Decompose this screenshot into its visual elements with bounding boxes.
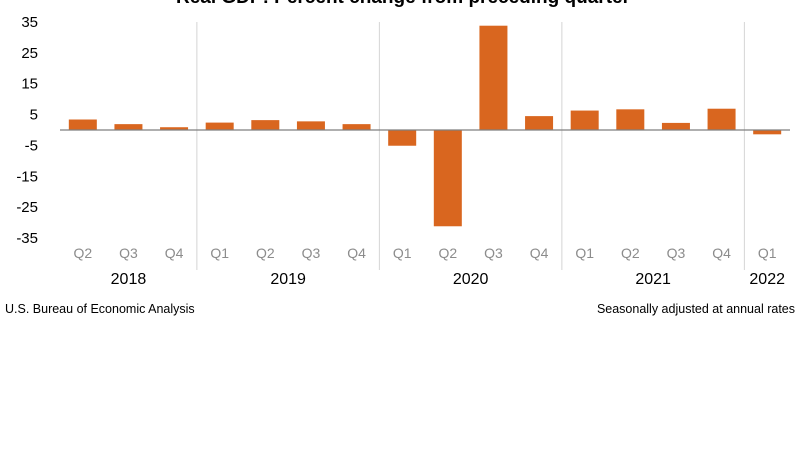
bar-q1-3 bbox=[205, 122, 234, 130]
x-axis-ticks: Q2 Q3 Q4 Q1 Q2 Q3 Q4 Q1 Q2 Q3 Q4 Q1 Q2 Q3 Q4 Q1 bbox=[73, 245, 776, 261]
year-label-2021: 2021 bbox=[635, 271, 671, 288]
bar-q2-4 bbox=[251, 120, 280, 130]
bar-q4-14 bbox=[707, 108, 736, 130]
y-tick-label: 35 bbox=[21, 14, 38, 31]
source-note: U.S. Bureau of Economic Analysis bbox=[5, 302, 195, 316]
year-label-2022: 2022 bbox=[749, 271, 785, 288]
chart-svg: Real GDP: Percent change from preceding … bbox=[16, 0, 790, 288]
x-tick-label: Q1 bbox=[210, 245, 229, 261]
x-tick-label: Q1 bbox=[758, 245, 777, 261]
bar-q2-0 bbox=[68, 119, 97, 130]
x-tick-label: Q3 bbox=[484, 245, 503, 261]
year-labels: 2018 2019 2020 2021 2022 bbox=[111, 271, 785, 288]
bar-q3-5 bbox=[296, 121, 325, 130]
x-tick-label: Q1 bbox=[575, 245, 594, 261]
x-tick-label: Q2 bbox=[621, 245, 640, 261]
bar-q1-11 bbox=[570, 110, 599, 130]
x-tick-label: Q3 bbox=[667, 245, 686, 261]
x-tick-label: Q2 bbox=[438, 245, 457, 261]
x-tick-label: Q3 bbox=[119, 245, 138, 261]
y-axis-ticks: 35 25 15 5 -5 -15 -25 -35 bbox=[16, 14, 38, 247]
bar-q3-1 bbox=[114, 124, 143, 130]
y-tick-label: 5 bbox=[30, 107, 38, 124]
y-tick-label: -35 bbox=[16, 230, 38, 247]
x-tick-label: Q4 bbox=[712, 245, 731, 261]
bar-q4-2 bbox=[160, 127, 189, 130]
bar-q2-8 bbox=[433, 130, 462, 227]
y-tick-label: -25 bbox=[16, 199, 38, 216]
y-tick-label: -5 bbox=[25, 137, 38, 154]
seasonal-adjustment-note: Seasonally adjusted at annual rates bbox=[596, 302, 795, 316]
year-label-2020: 2020 bbox=[453, 271, 489, 288]
y-tick-label: 15 bbox=[21, 76, 38, 93]
x-tick-label: Q4 bbox=[347, 245, 366, 261]
x-tick-label: Q1 bbox=[393, 245, 412, 261]
year-label-2018: 2018 bbox=[111, 271, 147, 288]
year-separators bbox=[196, 22, 745, 270]
bar-q1-15 bbox=[753, 130, 782, 135]
y-tick-label: 25 bbox=[21, 45, 38, 62]
x-tick-label: Q4 bbox=[530, 245, 549, 261]
bar-q4-6 bbox=[342, 124, 371, 130]
year-label-2019: 2019 bbox=[270, 271, 306, 288]
x-tick-label: Q2 bbox=[73, 245, 92, 261]
bar-q4-10 bbox=[525, 116, 554, 130]
chart-title: Real GDP: Percent change from preceding … bbox=[176, 0, 631, 8]
x-tick-label: Q3 bbox=[302, 245, 321, 261]
y-tick-label: -15 bbox=[16, 168, 38, 185]
x-tick-label: Q2 bbox=[256, 245, 275, 261]
bar-q1-7 bbox=[388, 130, 417, 146]
bar-q3-9 bbox=[479, 25, 508, 130]
bars bbox=[68, 25, 782, 227]
bar-q2-12 bbox=[616, 109, 645, 130]
x-tick-label: Q4 bbox=[165, 245, 184, 261]
bar-q3-13 bbox=[661, 122, 690, 130]
